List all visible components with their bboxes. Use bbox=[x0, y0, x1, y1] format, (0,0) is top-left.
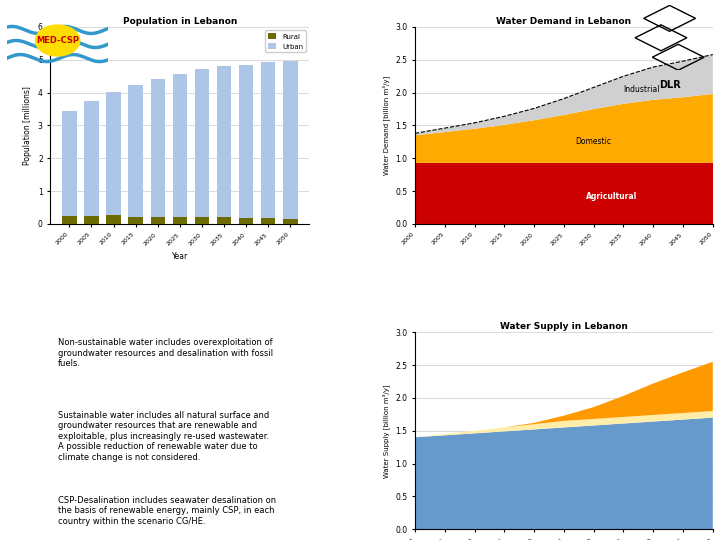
Bar bbox=[128, 217, 143, 224]
Bar bbox=[283, 219, 297, 224]
Title: Water Demand in Lebanon: Water Demand in Lebanon bbox=[496, 17, 631, 26]
Bar bbox=[150, 79, 165, 217]
X-axis label: Year: Year bbox=[172, 252, 188, 261]
Text: Agricultural: Agricultural bbox=[586, 192, 637, 201]
Bar bbox=[84, 101, 99, 216]
Bar bbox=[150, 217, 165, 224]
Bar bbox=[217, 66, 231, 218]
Bar bbox=[239, 218, 253, 224]
Bar bbox=[173, 217, 187, 224]
Bar bbox=[173, 74, 187, 217]
Bar bbox=[62, 216, 76, 224]
Bar bbox=[195, 69, 209, 217]
Text: Sustainable water includes all natural surface and
groundwater resources that ar: Sustainable water includes all natural s… bbox=[58, 411, 269, 462]
Bar bbox=[283, 62, 297, 219]
Text: Non-sustainable water includes overexploitation of
groundwater resources and des: Non-sustainable water includes overexplo… bbox=[58, 338, 274, 368]
Bar bbox=[128, 85, 143, 217]
Text: CSP-Desalination includes seawater desalination on
the basis of renewable energy: CSP-Desalination includes seawater desal… bbox=[58, 496, 276, 525]
Title: Population in Lebanon: Population in Lebanon bbox=[122, 17, 237, 26]
Title: Water Supply in Lebanon: Water Supply in Lebanon bbox=[500, 322, 628, 332]
Bar bbox=[107, 92, 121, 215]
Bar bbox=[261, 218, 276, 224]
Legend: Rural, Urban: Rural, Urban bbox=[265, 30, 306, 52]
Bar bbox=[84, 216, 99, 224]
Bar bbox=[195, 217, 209, 224]
Circle shape bbox=[35, 25, 80, 56]
Y-axis label: Water Demand [billion m³/y]: Water Demand [billion m³/y] bbox=[382, 76, 390, 175]
Text: Domestic: Domestic bbox=[576, 137, 612, 146]
Text: DLR: DLR bbox=[659, 80, 680, 90]
Y-axis label: Water Supply [billion m³/y]: Water Supply [billion m³/y] bbox=[382, 384, 390, 477]
Y-axis label: Population [millions]: Population [millions] bbox=[23, 86, 32, 165]
Bar bbox=[239, 65, 253, 218]
Bar bbox=[261, 63, 276, 218]
Text: Industrial: Industrial bbox=[623, 85, 660, 94]
Bar bbox=[62, 111, 76, 216]
Bar bbox=[217, 218, 231, 224]
Text: MED-CSP: MED-CSP bbox=[36, 36, 79, 45]
Bar bbox=[107, 215, 121, 224]
